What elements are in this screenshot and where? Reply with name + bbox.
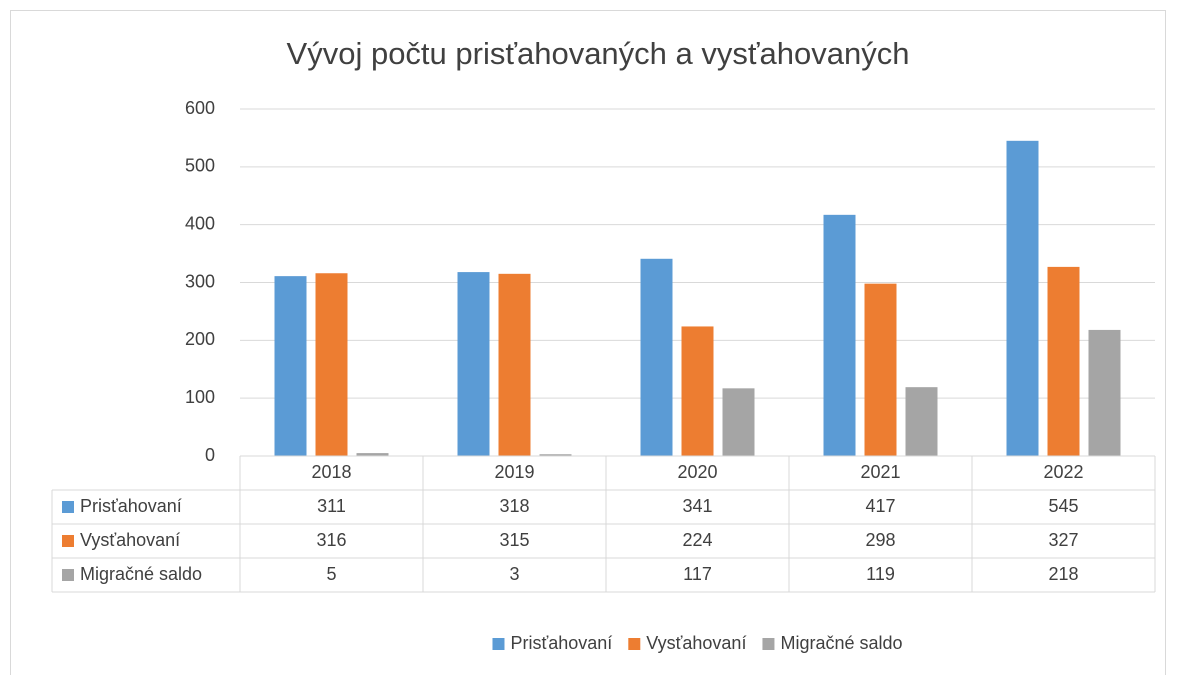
bar: [498, 273, 531, 456]
table-cell: 417: [865, 496, 895, 516]
bar: [315, 273, 348, 456]
x-tick-label: 2020: [677, 462, 717, 482]
table-legend-key: [62, 501, 74, 513]
bar: [864, 283, 897, 456]
legend-key: [492, 638, 505, 650]
bar: [457, 272, 490, 456]
table-cell: 318: [499, 496, 529, 516]
x-tick-label: 2021: [860, 462, 900, 482]
table-cell: 315: [499, 530, 529, 550]
table-cell: 316: [316, 530, 346, 550]
bar: [1047, 266, 1080, 456]
table-cell: 117: [683, 564, 712, 584]
legend-label: Prisťahovaní: [510, 633, 612, 653]
table-cell: 298: [865, 530, 895, 550]
y-tick-label: 100: [185, 387, 215, 407]
table-row-label: Migračné saldo: [80, 564, 202, 584]
x-tick-label: 2022: [1043, 462, 1083, 482]
bar: [905, 387, 938, 456]
y-tick-label: 400: [185, 213, 215, 233]
y-tick-label: 200: [185, 329, 215, 349]
x-tick-label: 2019: [494, 462, 534, 482]
table-cell: 327: [1048, 530, 1078, 550]
table-cell: 3: [509, 564, 519, 584]
table-cell: 545: [1048, 496, 1078, 516]
table-legend-key: [62, 569, 74, 581]
chart-border: [10, 10, 1166, 675]
bar: [274, 276, 307, 456]
y-tick-label: 500: [185, 156, 215, 176]
table-cell: 5: [326, 564, 336, 584]
bar: [356, 453, 389, 456]
bar: [640, 258, 673, 456]
legend-key: [762, 638, 775, 650]
table-cell: 218: [1048, 564, 1078, 584]
legend-label: Migračné saldo: [780, 633, 902, 653]
bar: [1006, 140, 1039, 456]
table-cell: 311: [317, 496, 346, 516]
table-cell: 224: [682, 530, 712, 550]
bar: [1088, 329, 1121, 456]
table-row-label: Vysťahovaní: [80, 530, 180, 550]
legend-key: [628, 638, 641, 650]
bar: [722, 388, 755, 456]
legend-label: Vysťahovaní: [646, 633, 746, 653]
table-cell: 341: [682, 496, 712, 516]
y-tick-label: 600: [185, 98, 215, 118]
bar: [681, 326, 714, 456]
bar: [823, 214, 856, 456]
y-tick-label: 300: [185, 271, 215, 291]
y-tick-label: 0: [205, 445, 215, 465]
table-cell: 119: [866, 564, 895, 584]
table-row-label: Prisťahovaní: [80, 496, 182, 516]
x-tick-label: 2018: [311, 462, 351, 482]
bar: [539, 454, 572, 456]
chart-title: Vývoj počtu prisťahovaných a vysťahovaný…: [287, 36, 910, 71]
table-legend-key: [62, 535, 74, 547]
